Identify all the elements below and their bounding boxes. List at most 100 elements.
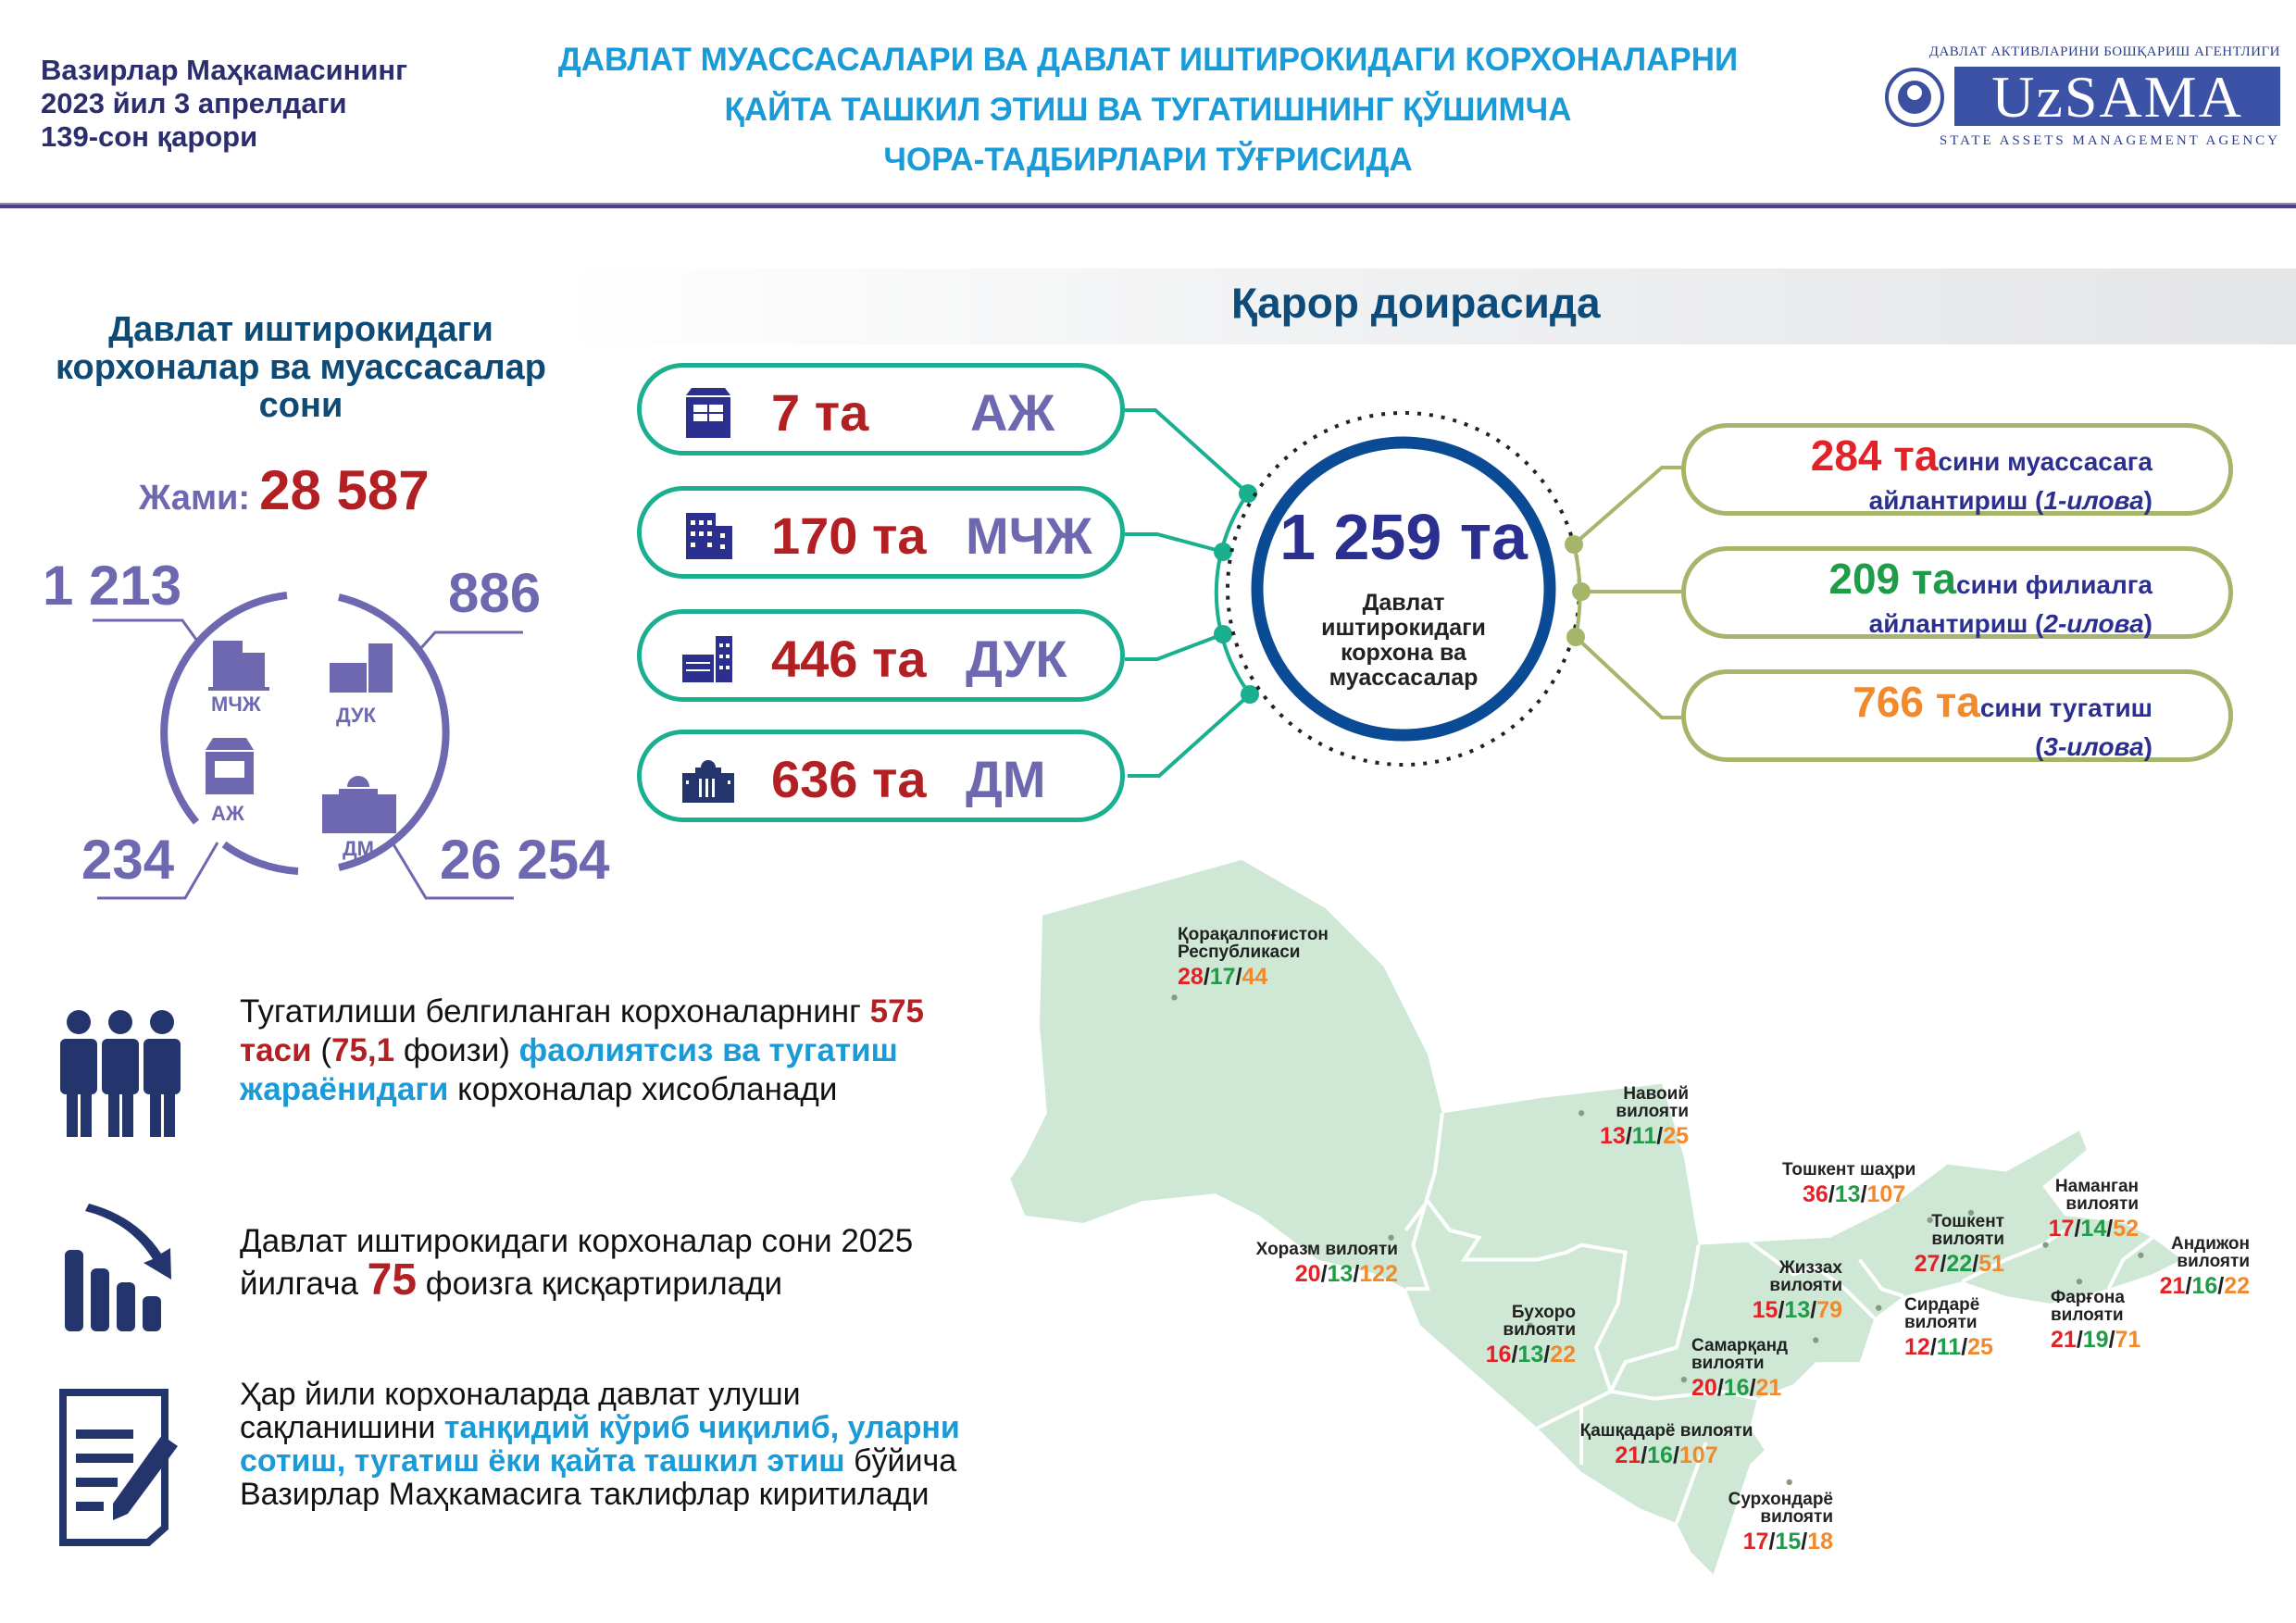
value-separator: / bbox=[1656, 1123, 1664, 1149]
sue-count: 886 bbox=[448, 562, 542, 624]
connector-line bbox=[1125, 532, 1224, 554]
value-separator: / bbox=[1768, 1529, 1776, 1554]
highlight-text: танқидий кўриб чиқилиб, уларни сотиш, ту… bbox=[240, 1410, 960, 1479]
connector-line bbox=[1574, 635, 1681, 719]
value-branch: 17 bbox=[1209, 964, 1236, 990]
header-divider bbox=[0, 203, 2296, 208]
type-abbr: АЖ bbox=[970, 383, 1055, 442]
value-separator: / bbox=[1672, 1442, 1679, 1468]
llc-building-icon bbox=[208, 641, 269, 691]
value-institution: 27 bbox=[1914, 1251, 1940, 1277]
outcome-number: 284 та bbox=[1810, 431, 1939, 480]
annex-ref: 2-илова bbox=[2043, 609, 2144, 638]
people-icon bbox=[60, 1010, 181, 1137]
value-separator: / bbox=[1801, 1529, 1808, 1554]
value-branch: 16 bbox=[1647, 1442, 1673, 1468]
logo-name: UzSAMA bbox=[1954, 67, 2280, 128]
type-pill-state-institution: 636 та ДМ bbox=[637, 730, 1125, 822]
region-tashkent-city: Тошкент шаҳри 36/13/107 bbox=[1782, 1161, 1930, 1208]
uzsama-logo: ДАВЛАТ АКТИВЛАРИНИ БОШҚАРИШ АГЕНТЛИГИ Uz… bbox=[1882, 44, 2280, 156]
region-values: 20/13/122 bbox=[1241, 1260, 1398, 1288]
title-line: ЧОРА-ТАДБИРЛАРИ ТЎҒРИСИДА bbox=[883, 142, 1413, 178]
value-institution: 21 bbox=[2159, 1273, 2186, 1299]
type-count: 636 та bbox=[771, 750, 927, 808]
value-liquidation: 107 bbox=[1678, 1442, 1718, 1468]
note-text: Ҳар йили корхоналарда давлат улуши сақла… bbox=[240, 1377, 801, 1445]
region-label: Қашқадарё вилояти bbox=[1579, 1421, 1753, 1441]
region-label: Жиззах вилояти bbox=[1769, 1258, 1842, 1295]
region-khorezm: Хоразм вилояти 20/13/122 bbox=[1241, 1241, 1398, 1288]
region-borders bbox=[1404, 1113, 2154, 1524]
value-separator: / bbox=[1235, 964, 1242, 990]
logo-top-text: ДАВЛАТ АКТИВЛАРИНИ БОШҚАРИШ АГЕНТЛИГИ bbox=[1928, 44, 2280, 59]
region-kashkadarya: Қашқадарё вилояти 21/16/107 bbox=[1574, 1422, 1759, 1469]
note-text: бўйича Вазирлар Маҳкамасига таклифлар ки… bbox=[240, 1443, 957, 1512]
decree-line: 139-сон қарори bbox=[41, 120, 258, 153]
value-liquidation: 79 bbox=[1816, 1297, 1842, 1323]
region-namangan: Наманган вилояти 17/14/52 bbox=[2032, 1178, 2139, 1242]
value-branch: 13 bbox=[1834, 1181, 1861, 1207]
total: Жами: 28 587 bbox=[139, 458, 430, 522]
value-branch: 22 bbox=[1946, 1251, 1973, 1277]
value-branch: 13 bbox=[1784, 1297, 1811, 1323]
jsc-label: АЖ bbox=[211, 802, 244, 825]
value-institution: 17 bbox=[2048, 1216, 2075, 1242]
value-separator: / bbox=[1353, 1261, 1360, 1287]
logo-bottom-text: STATE ASSETS MANAGEMENT AGENCY bbox=[1939, 133, 2280, 148]
map-country-shape bbox=[1010, 859, 2182, 1575]
value-branch: 16 bbox=[1723, 1375, 1750, 1401]
type-abbr: ДУК bbox=[966, 630, 1067, 688]
region-values: 20/16/21 bbox=[1691, 1374, 1803, 1402]
jsc-building-icon bbox=[686, 388, 730, 438]
note-reduction: Давлат иштирокидаги корхоналар сони 2025… bbox=[240, 1222, 925, 1304]
value-institution: 16 bbox=[1485, 1342, 1512, 1367]
value-liquidation: 25 bbox=[1967, 1334, 1993, 1360]
value-separator: / bbox=[1749, 1375, 1756, 1401]
value-separator: / bbox=[2185, 1273, 2192, 1299]
value-separator: / bbox=[1778, 1297, 1785, 1323]
state-institution-label: ДМ bbox=[343, 837, 374, 860]
value-liquidation: 71 bbox=[2115, 1327, 2141, 1353]
state-institution-icon bbox=[322, 776, 396, 833]
value-liquidation: 52 bbox=[2113, 1216, 2139, 1242]
heading-line: Давлат иштирокидаги bbox=[108, 310, 493, 349]
leader-line bbox=[97, 842, 219, 900]
annex-ref: 3-илова bbox=[2043, 732, 2144, 761]
value-separator: / bbox=[1716, 1375, 1724, 1401]
value-institution: 28 bbox=[1178, 964, 1204, 990]
type-count: 170 та bbox=[771, 506, 927, 565]
value-branch: 19 bbox=[2082, 1327, 2109, 1353]
value-separator: / bbox=[1929, 1334, 1937, 1360]
outcome-text: сини тугатиш bbox=[1979, 693, 2152, 722]
highlight-text: 75 bbox=[367, 1255, 418, 1305]
outcome-number: 766 та bbox=[1853, 678, 1980, 726]
outcome-text: ) bbox=[2143, 609, 2152, 638]
total-value: 28 587 bbox=[259, 459, 430, 521]
type-pill-llc: 170 та МЧЖ bbox=[637, 486, 1125, 579]
value-separator: / bbox=[2217, 1273, 2225, 1299]
region-navoi: Навоий вилояти 13/11/25 bbox=[1568, 1085, 1689, 1150]
region-label: Тошкент вилояти bbox=[1931, 1212, 2004, 1249]
value-liquidation: 18 bbox=[1807, 1529, 1833, 1554]
type-count: 7 та bbox=[771, 383, 869, 442]
note-text: Давлат иштирокидаги корхоналар сони 2025… bbox=[240, 1223, 914, 1302]
region-label: Тошкент шаҳри bbox=[1782, 1160, 1916, 1180]
outcome-number: 209 та bbox=[1828, 555, 1956, 603]
value-branch: 13 bbox=[1327, 1261, 1354, 1287]
region-values: 21/19/71 bbox=[2051, 1326, 2152, 1354]
outcome-pill-branch: 209 тасини филиалга айлантириш (2-илова) bbox=[1681, 546, 2233, 639]
connector-line bbox=[1125, 632, 1224, 661]
region-label: Сирдарё вилояти bbox=[1904, 1295, 1980, 1332]
value-separator: / bbox=[1972, 1251, 1979, 1277]
outcome-pill-liquidation: 766 тасини тугатиш (3-илова) bbox=[1681, 669, 2233, 762]
region-label: Наманган вилояти bbox=[2054, 1177, 2139, 1214]
value-separator: / bbox=[2074, 1216, 2081, 1242]
region-values: 27/22/51 bbox=[1898, 1250, 2004, 1278]
value-institution: 13 bbox=[1600, 1123, 1626, 1149]
region-label: Фарғона вилояти bbox=[2051, 1288, 2125, 1325]
region-andijan: Андижон вилояти 21/16/22 bbox=[2146, 1235, 2250, 1300]
value-institution: 20 bbox=[1691, 1375, 1717, 1401]
ring-arc bbox=[221, 841, 299, 875]
